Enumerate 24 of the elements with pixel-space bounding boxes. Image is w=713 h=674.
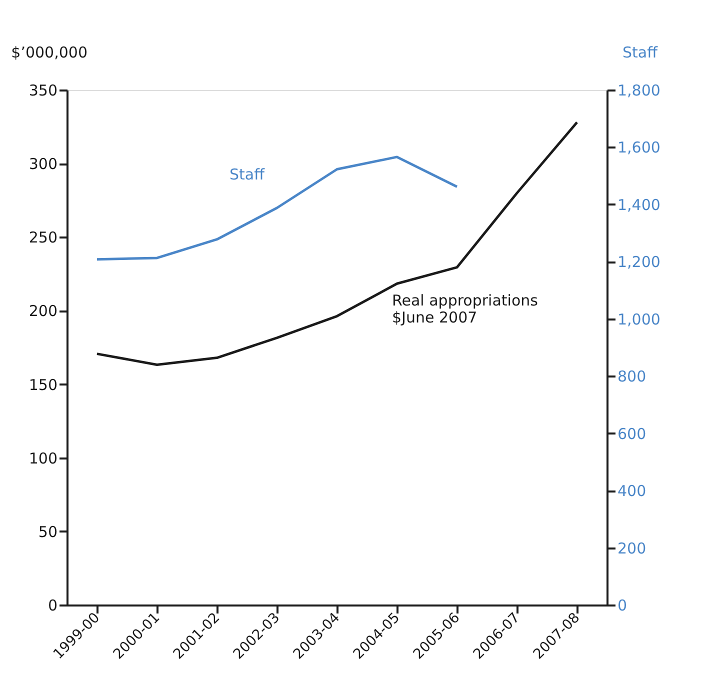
y2-tick-label: 0 xyxy=(618,596,628,614)
y2-tick-label: 400 xyxy=(618,482,646,500)
y-tick-label: 300 xyxy=(28,155,58,174)
y2-tick-label: 1,000 xyxy=(618,310,660,328)
y2-tick-label: 1,200 xyxy=(618,253,660,272)
y2-tick-label: 1,800 xyxy=(618,82,660,100)
y-tick-label: 0 xyxy=(48,596,58,614)
line-series xyxy=(96,121,578,366)
y2-tick-label: 600 xyxy=(618,424,646,443)
y-tick-label: 350 xyxy=(28,82,58,100)
series-label: Staff xyxy=(230,165,266,184)
y2-tick-label: 200 xyxy=(618,539,646,558)
y2-tick-label: 1,600 xyxy=(618,138,660,157)
y2-tick-label: 1,400 xyxy=(618,196,660,214)
y-tick-label: 50 xyxy=(38,522,58,541)
y-axis-title: $’000,000 xyxy=(11,44,88,62)
line-series xyxy=(96,156,458,261)
series-label: Real appropriations $June 2007 xyxy=(392,292,538,327)
y-tick-label: 150 xyxy=(28,376,58,394)
y-tick-label: 200 xyxy=(28,302,58,320)
y2-axis-title: Staff xyxy=(622,44,658,62)
y2-tick-label: 800 xyxy=(618,368,646,386)
y-tick-label: 250 xyxy=(28,228,58,247)
y-tick-label: 100 xyxy=(28,449,58,468)
